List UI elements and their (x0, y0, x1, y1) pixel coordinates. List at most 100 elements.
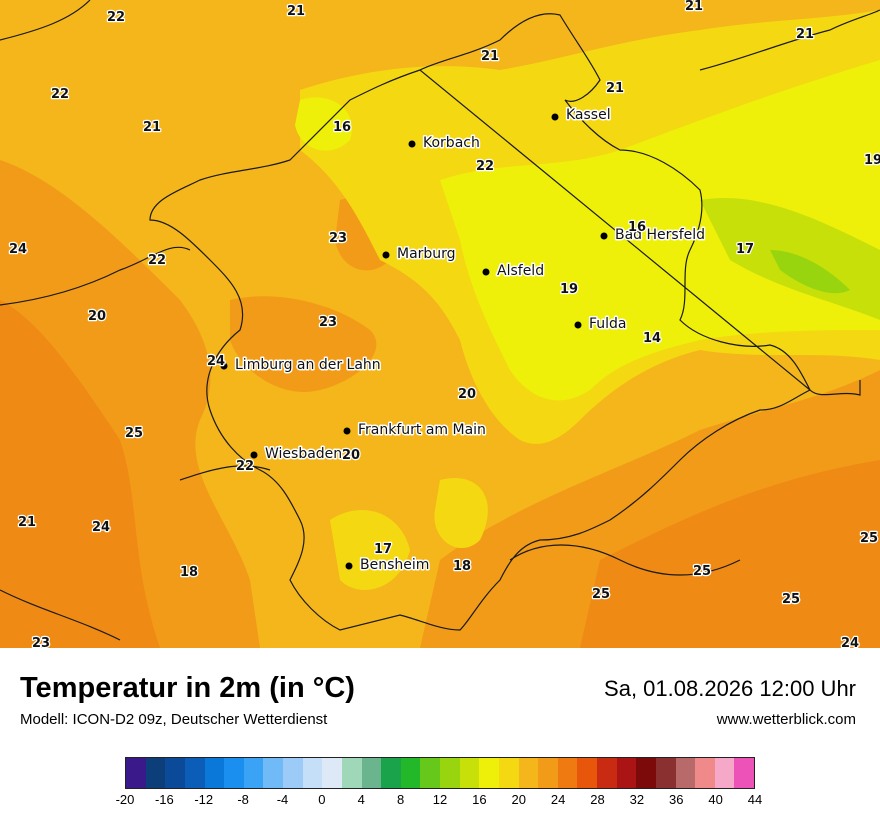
map-canvas: Kassel Korbach Bad Hersfeld Marburg Alsf… (0, 0, 880, 648)
color-scale-tick-label: 32 (629, 792, 645, 807)
temp-value: 22 (51, 87, 69, 102)
color-scale-cell (145, 758, 166, 788)
color-scale-tick-label: 44 (747, 792, 763, 807)
color-scale-cell (440, 758, 460, 788)
warm-zone-southeast-core (580, 460, 880, 648)
color-scale-cell (126, 758, 146, 788)
city-label: Kassel (566, 107, 611, 123)
color-scale-cell (322, 758, 342, 788)
color-scale-tick-label: 24 (550, 792, 566, 807)
border-southeast (509, 544, 741, 576)
color-scale-tick-label: 4 (357, 792, 365, 807)
temp-value: 21 (685, 0, 703, 14)
website-link[interactable]: www.wetterblick.com (716, 711, 856, 728)
cool-zone-sauerland (295, 97, 352, 151)
temp-value: 23 (329, 231, 347, 246)
temperature-values: 22 21 21 21 22 21 21 16 22 21 19 24 22 2… (8, 0, 880, 648)
color-scale-tick-label: -8 (237, 792, 249, 807)
color-scale-tick-label: -16 (154, 792, 174, 807)
city-wiesbaden[interactable]: Wiesbaden (250, 445, 344, 464)
border-northeast (699, 9, 880, 71)
temperature-map[interactable]: Kassel Korbach Bad Hersfeld Marburg Alsf… (0, 0, 880, 648)
border-southwest (0, 589, 121, 641)
temp-value: 18 (180, 565, 198, 580)
city-korbach[interactable]: Korbach (408, 134, 481, 153)
city-label: Bad Hersfeld (615, 227, 705, 243)
temp-value: 24 (9, 242, 27, 257)
temp-value: 21 (18, 515, 36, 530)
city-limburg[interactable]: Limburg an der Lahn (220, 356, 382, 375)
color-scale-tick-label: 16 (472, 792, 487, 807)
city-fulda[interactable]: Fulda (574, 315, 628, 334)
model-source: Modell: ICON-D2 09z, Deutscher Wetterdie… (20, 711, 328, 728)
temp-value: 16 (333, 120, 351, 135)
temp-value: 22 (236, 459, 254, 474)
temp-value: 25 (125, 426, 143, 441)
state-border (149, 13, 861, 631)
temp-value: 20 (342, 448, 360, 463)
color-scale-cell (243, 758, 264, 788)
temp-value: 23 (319, 315, 337, 330)
city-bad-hersfeld[interactable]: Bad Hersfeld (600, 226, 707, 245)
temp-value: 17 (374, 542, 392, 557)
temp-value: 20 (88, 309, 106, 324)
cool-zone-east (440, 60, 880, 401)
city-kassel[interactable]: Kassel (551, 106, 612, 125)
temp-value: 16 (628, 220, 646, 235)
temp-value: 24 (841, 636, 859, 648)
color-scale-tick-label: 0 (318, 792, 326, 807)
border-rhine (179, 465, 271, 481)
color-scale-cell (479, 758, 499, 788)
color-scale-cell (577, 758, 597, 788)
city-label: Wiesbaden (265, 446, 342, 462)
city-label: Limburg an der Lahn (235, 357, 381, 373)
color-scale-cell (616, 758, 637, 788)
color-scale-tick-label: 40 (708, 792, 723, 807)
color-scale-cell (498, 758, 519, 788)
forecast-datetime: Sa, 01.08.2026 12:00 Uhr (604, 676, 856, 701)
color-scale-tick-label: 20 (511, 792, 526, 807)
warm-zone-west-core (0, 300, 160, 648)
temp-value: 25 (693, 564, 711, 579)
temp-value: 19 (560, 282, 578, 297)
color-scale-cell (538, 758, 558, 788)
color-scale-cell (381, 758, 401, 788)
temp-value: 22 (148, 253, 166, 268)
temp-value: 17 (736, 242, 754, 257)
temp-value: 22 (107, 10, 125, 25)
temp-value: 21 (287, 4, 305, 19)
city-label: Korbach (423, 135, 480, 151)
city-marburg[interactable]: Marburg (382, 245, 457, 264)
temp-value: 19 (864, 153, 880, 168)
color-scale-cell (204, 758, 225, 788)
color-scale-cell (636, 758, 656, 788)
color-scale-ticks: -20 -16 -12 -8 -4 0 4 8 12 16 20 24 28 32 36 40 44 (116, 792, 763, 812)
city-alsfeld[interactable]: Alsfeld (482, 262, 546, 281)
temp-value: 21 (606, 81, 624, 96)
color-scale-cell (302, 758, 323, 788)
city-bensheim[interactable]: Bensheim (345, 556, 431, 575)
temp-value: 22 (476, 159, 494, 174)
temp-value: 18 (453, 559, 471, 574)
color-scale-cell (263, 758, 283, 788)
temp-value: 21 (481, 49, 499, 64)
temp-value: 20 (458, 387, 476, 402)
color-scale-cell (283, 758, 303, 788)
temp-value: 25 (592, 587, 610, 602)
color-scale-tick-label: -12 (194, 792, 214, 807)
color-scale-tick-label: 8 (397, 792, 405, 807)
color-scale-cell (420, 758, 440, 788)
temp-value: 25 (860, 531, 878, 546)
city-frankfurt[interactable]: Frankfurt am Main (343, 421, 487, 440)
border-west (0, 246, 191, 306)
cool-zone-odenwald (330, 510, 410, 590)
color-scale-cell (557, 758, 578, 788)
color-scale-cell (400, 758, 421, 788)
color-scale-tick-label: 36 (669, 792, 684, 807)
temp-value: 14 (643, 331, 661, 346)
color-scale-tick-label: 28 (590, 792, 605, 807)
color-scale-cell (459, 758, 480, 788)
color-scale-cell (695, 758, 715, 788)
temp-value: 23 (32, 636, 50, 648)
color-scale-cell (597, 758, 617, 788)
